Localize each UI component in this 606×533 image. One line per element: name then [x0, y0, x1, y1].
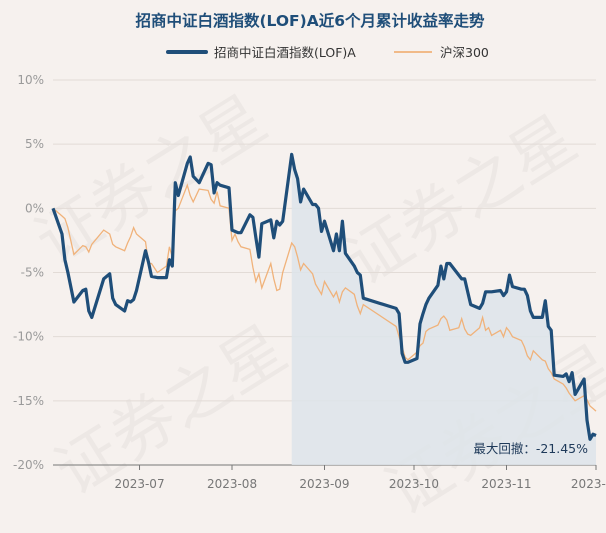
x-tick-label: 2023-12 — [571, 477, 606, 491]
series-line-fund — [51, 152, 597, 441]
y-tick-label: -5% — [21, 266, 44, 280]
y-axis: 10% 5% 0% -5% -10% -15% -20% — [13, 73, 44, 472]
max-drawdown-label: 最大回撤：-21.45% — [473, 441, 588, 456]
series-line-index — [52, 183, 597, 412]
x-axis: 2023-07 2023-08 2023-09 2023-10 2023-11 2023-… — [114, 465, 606, 491]
x-tick-label: 2023-11 — [481, 477, 531, 491]
legend-label-index: 沪深300 — [440, 45, 489, 60]
chart-canvas: 招商中证白酒指数(LOF)A近6个月累计收益率走势 招商中证白酒指数(LOF)A… — [13, 11, 606, 491]
y-tick-label: 0% — [25, 201, 44, 215]
y-tick-label: -20% — [13, 458, 44, 472]
x-tick-label: 2023-09 — [299, 477, 349, 491]
x-tick-label: 2023-08 — [207, 477, 257, 491]
x-tick-label: 2023-07 — [114, 477, 164, 491]
x-tick-label: 2023-10 — [389, 477, 439, 491]
drawdown-area — [291, 154, 596, 465]
legend-label-fund: 招商中证白酒指数(LOF)A — [214, 45, 356, 60]
chart-title: 招商中证白酒指数(LOF)A近6个月累计收益率走势 — [135, 11, 485, 30]
y-tick-label: 5% — [25, 137, 44, 151]
y-tick-label: -15% — [13, 394, 44, 408]
legend: 招商中证白酒指数(LOF)A 沪深300 — [166, 45, 489, 60]
y-tick-label: 10% — [17, 73, 44, 87]
y-tick-label: -10% — [13, 330, 44, 344]
